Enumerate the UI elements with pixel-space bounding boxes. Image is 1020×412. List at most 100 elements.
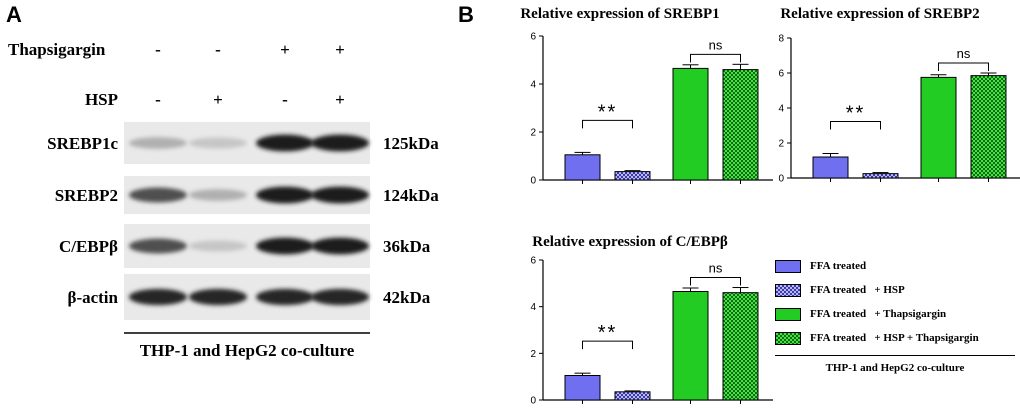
blot-band [311, 134, 369, 152]
legend-swatch-blue [775, 259, 801, 273]
legend-rule [775, 355, 1015, 356]
significance-bracket [582, 340, 633, 350]
legend-item-ffa-hsp-thapsigargin: FFA treated + HSP + Thapsigargin [775, 330, 979, 346]
panel-a-letter: A [6, 2, 22, 27]
legend-label: FFA treated + HSP [810, 284, 905, 296]
blot-band [256, 237, 314, 255]
blot-row: SREBP1c 125kDa [47, 122, 439, 164]
treatment-label: HSP [85, 90, 118, 109]
significance-label: ns [957, 46, 971, 61]
y-tick-label: 2 [530, 349, 536, 360]
significance-label: ** [598, 101, 618, 123]
treatment-sign: - [155, 40, 161, 59]
blot-row: C/EBPβ 36kDa [59, 224, 431, 268]
y-tick-label: 4 [530, 302, 536, 313]
blot-band [256, 186, 314, 204]
bar [862, 173, 899, 179]
blot-band [129, 187, 187, 203]
treatment-sign: + [335, 90, 345, 109]
y-tick-label: 6 [778, 69, 784, 80]
y-tick-label: 0 [778, 174, 784, 185]
chart-srebp1: Relative expression of SREBP1 0 2 4 6 ** ns [520, 6, 773, 187]
legend-item-ffa-thapsigargin: FFA treated + Thapsigargin [775, 306, 946, 322]
bar [564, 375, 601, 401]
blot-band [129, 137, 187, 149]
significance-bracket [690, 53, 741, 63]
blot-band [311, 237, 369, 255]
blot-band [129, 238, 187, 254]
y-tick-label: 2 [530, 128, 536, 139]
blot-band [189, 189, 247, 201]
chart-title: Relative expression of SREBP1 [520, 6, 719, 22]
y-tick-label: 6 [530, 256, 536, 267]
treatment-label: Thapsigargin [8, 40, 106, 59]
y-tick-label: 2 [778, 139, 784, 150]
legend-item-ffa: FFA treated [775, 258, 866, 274]
bar [722, 69, 759, 181]
significance-bracket [938, 62, 989, 71]
significance-bracket [582, 119, 633, 129]
y-tick-label: 6 [530, 32, 536, 43]
significance-label: ** [846, 103, 866, 125]
treatment-sign: + [335, 40, 345, 59]
significance-label: ns [709, 261, 723, 276]
y-tick-label: 8 [778, 34, 784, 45]
blot-row: SREBP2 124kDa [55, 176, 439, 214]
significance-bracket [830, 121, 881, 130]
legend-item-ffa-hsp: FFA treated + HSP [775, 282, 905, 298]
y-tick-label: 0 [530, 176, 536, 187]
treatment-sign: - [155, 90, 161, 109]
treatment-sign: + [213, 90, 223, 109]
chart-title: Relative expression of C/EBPβ [532, 234, 728, 250]
legend-swatch-blue-checker [775, 283, 801, 297]
blot-caption: THP-1 and HepG2 co-culture [140, 341, 355, 360]
bar [970, 75, 1007, 179]
molecular-weight-label: 36kDa [383, 237, 431, 256]
bar [564, 154, 601, 181]
protein-label: C/EBPβ [59, 237, 118, 256]
western-blot-panel: Thapsigargin - - + +HSP - + - + SREBP1c 125kDaSRE… [8, 40, 439, 360]
molecular-weight-label: 124kDa [383, 186, 439, 205]
treatment-sign: - [215, 40, 221, 59]
blot-band [129, 288, 187, 306]
molecular-weight-label: 125kDa [383, 134, 439, 153]
treatment-sign: + [280, 40, 290, 59]
legend-swatch-green [775, 307, 801, 321]
bar [722, 292, 759, 401]
bar [614, 171, 651, 181]
chart-legend: FFA treated FFA treated + HSP FFA treate… [775, 250, 1015, 380]
blot-band [189, 137, 247, 149]
significance-bracket [690, 277, 741, 286]
chart-title: Relative expression of SREBP2 [780, 6, 979, 22]
legend-swatch-green-checker [775, 331, 801, 345]
legend-label: FFA treated + Thapsigargin [810, 308, 947, 320]
bar [672, 291, 709, 401]
significance-label: ns [709, 37, 723, 52]
blot-band [256, 288, 314, 306]
legend-caption: THP-1 and HepG2 co-culture [825, 362, 965, 374]
panel-b-letter: B [458, 2, 474, 27]
bar [614, 391, 651, 401]
y-tick-label: 4 [778, 104, 784, 115]
protein-label: SREBP1c [47, 134, 118, 153]
significance-label: ** [598, 322, 618, 344]
treatment-sign: - [282, 90, 288, 109]
bar [920, 76, 957, 179]
bar [812, 156, 849, 179]
y-tick-label: 4 [530, 80, 536, 91]
protein-label: SREBP2 [55, 186, 118, 205]
legend-label: FFA treated + HSP + Thapsigargin [810, 332, 979, 344]
molecular-weight-label: 42kDa [383, 288, 431, 307]
legend-label: FFA treated [810, 260, 867, 272]
blot-band [256, 134, 314, 152]
blot-band [311, 288, 369, 306]
bar [672, 67, 709, 181]
blot-row: β-actin 42kDa [67, 274, 431, 320]
blot-band [189, 240, 247, 252]
chart-srebp2: Relative expression of SREBP2 0 2 4 6 8 ** ns [778, 6, 1020, 185]
blot-band [311, 186, 369, 204]
chart-cebpb: Relative expression of C/EBPβ 0 2 4 6 ** ns [530, 234, 773, 407]
y-tick-label: 0 [530, 396, 536, 407]
blot-band [189, 288, 247, 306]
protein-label: β-actin [67, 288, 118, 307]
